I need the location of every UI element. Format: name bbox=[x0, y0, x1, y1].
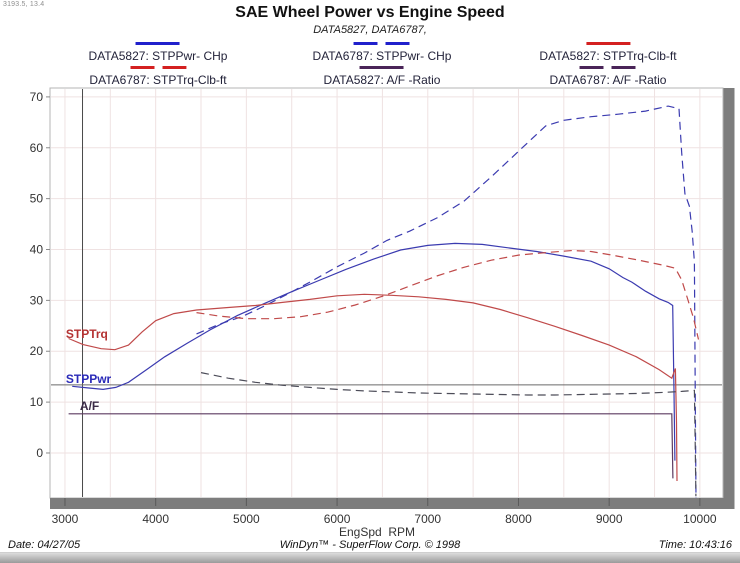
y-tick-label: 30 bbox=[30, 293, 44, 307]
legend-swatch-line bbox=[586, 42, 630, 45]
legend-label: DATA6787: STPPwr- CHp bbox=[312, 49, 452, 63]
plot-frame bbox=[49, 87, 724, 499]
x-tick-label: 10000 bbox=[683, 512, 717, 526]
curve-stppwrchp-data5827 bbox=[72, 242, 676, 461]
cursor-readout: 3193.5, 13.4 bbox=[3, 1, 45, 8]
y-tick-label: 50 bbox=[30, 192, 44, 206]
x-tick-label: 7000 bbox=[414, 512, 441, 526]
axes: 3000 4000 5000 6000 7000 8000 9000 10000 0 10 20 30… bbox=[30, 90, 717, 526]
y-tick-label: 20 bbox=[30, 344, 44, 358]
x-tick-label: 4000 bbox=[142, 512, 169, 526]
curve-label-stptrq: STPTrq bbox=[65, 326, 108, 341]
legend-label: DATA5827: STPTrq-Clb-ft bbox=[539, 49, 677, 63]
legend-item: DATA6787: STPPwr- CHp bbox=[312, 42, 452, 63]
legend-swatch-line bbox=[360, 66, 404, 69]
y-tick-label: 40 bbox=[30, 243, 44, 257]
curve-stptrqclbft-data6787 bbox=[196, 249, 700, 340]
footer-date: Date: 04/27/05 bbox=[8, 539, 81, 551]
x-tick-label: 3000 bbox=[52, 512, 79, 526]
chart-title: SAE Wheel Power vs Engine Speed bbox=[235, 4, 505, 21]
legend-swatch-line bbox=[580, 66, 636, 69]
x-tick-label: 5000 bbox=[233, 512, 260, 526]
chart-subtitle: DATA5827, DATA6787, bbox=[313, 24, 427, 36]
footer-time: Time: 10:43:16 bbox=[658, 539, 732, 551]
x-tick-label: 8000 bbox=[505, 512, 532, 526]
x-tick-label: 9000 bbox=[596, 512, 623, 526]
curve-stptrqclbft-data5827 bbox=[68, 293, 678, 482]
curve-afratio-data6787 bbox=[200, 372, 697, 497]
legend-label: DATA6787: A/F -Ratio bbox=[549, 73, 667, 87]
legend-item: DATA5827: STPTrq-Clb-ft bbox=[539, 42, 677, 63]
x-axis-title: EngSpd RPM bbox=[338, 525, 416, 539]
curves bbox=[68, 105, 700, 499]
curve-afratio-data5827 bbox=[68, 413, 674, 479]
y-tick-label: 10 bbox=[30, 395, 44, 409]
curve-label-af: A/F bbox=[79, 398, 100, 413]
footer-brand: WinDyn™ - SuperFlow Corp. © 1998 bbox=[279, 539, 461, 551]
curve-stppwrchp-data6787 bbox=[196, 105, 697, 499]
legend-item: DATA6787: A/F -Ratio bbox=[549, 66, 667, 87]
grid bbox=[51, 89, 722, 497]
vertical-scrollbar[interactable] bbox=[723, 88, 735, 509]
legend-item: DATA6787: STPTrq-Clb-ft bbox=[89, 66, 227, 87]
legend-swatch-line bbox=[136, 42, 180, 45]
legend-label: DATA5827: STPPwr- CHp bbox=[88, 49, 228, 63]
legend-label: DATA6787: STPTrq-Clb-ft bbox=[89, 73, 227, 87]
legend: DATA5827: STPPwr- CHp DATA6787: STPPwr- C… bbox=[0, 0, 740, 90]
legend-item: DATA5827: STPPwr- CHp bbox=[88, 42, 228, 63]
x-tick-label: 6000 bbox=[324, 512, 351, 526]
y-tick-label: 0 bbox=[36, 446, 43, 460]
legend-label: DATA5827: A/F -Ratio bbox=[323, 73, 441, 87]
legend-swatch-line bbox=[130, 66, 186, 69]
legend-swatch-line bbox=[354, 42, 410, 45]
y-tick-label: 70 bbox=[30, 90, 44, 104]
y-tick-label: 60 bbox=[30, 141, 44, 155]
curve-label-stppwr: STPPwr bbox=[65, 371, 112, 386]
horizontal-scrollbar[interactable] bbox=[50, 498, 734, 509]
legend-item: DATA5827: A/F -Ratio bbox=[323, 66, 441, 87]
window-bottom-strip bbox=[0, 552, 740, 563]
